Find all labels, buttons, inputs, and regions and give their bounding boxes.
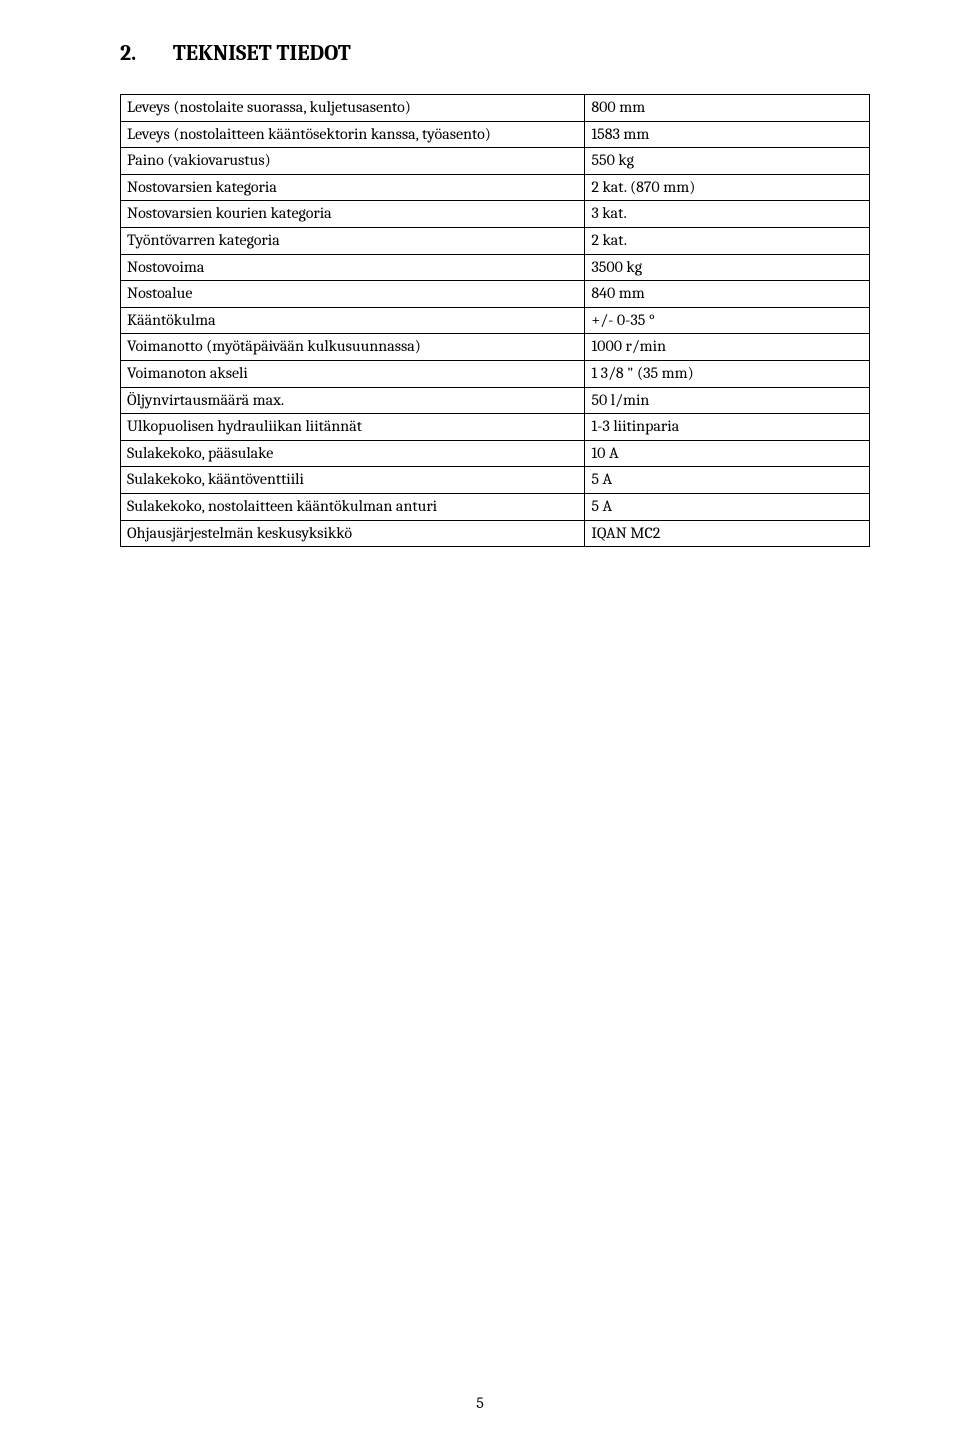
table-row: Ohjausjärjestelmän keskusyksikköIQAN MC2 bbox=[121, 520, 870, 547]
table-row: Sulakekoko, kääntöventtiili5 A bbox=[121, 467, 870, 494]
spec-value: 840 mm bbox=[585, 281, 870, 308]
spec-value: 5 A bbox=[585, 467, 870, 494]
spec-value: 1000 r/min bbox=[585, 334, 870, 361]
spec-label: Paino (vakiovarustus) bbox=[121, 148, 585, 175]
section-number: 2. bbox=[120, 40, 168, 66]
section-heading: 2. TEKNISET TIEDOT bbox=[120, 40, 870, 66]
spec-value: 10 A bbox=[585, 440, 870, 467]
table-row: Voimanoton akseli1 3/8 " (35 mm) bbox=[121, 360, 870, 387]
spec-label: Nostovarsien kategoria bbox=[121, 174, 585, 201]
table-row: Voimanotto (myötäpäivään kulkusuunnassa)… bbox=[121, 334, 870, 361]
spec-value: 550 kg bbox=[585, 148, 870, 175]
spec-value: 3 kat. bbox=[585, 201, 870, 228]
spec-label: Nostovarsien kourien kategoria bbox=[121, 201, 585, 228]
spec-value: 1-3 liitinparia bbox=[585, 414, 870, 441]
table-row: Nostovarsien kourien kategoria3 kat. bbox=[121, 201, 870, 228]
spec-table: Leveys (nostolaite suorassa, kuljetusase… bbox=[120, 94, 870, 547]
spec-label: Työntövarren kategoria bbox=[121, 227, 585, 254]
table-row: Sulakekoko, pääsulake10 A bbox=[121, 440, 870, 467]
table-row: Leveys (nostolaite suorassa, kuljetusase… bbox=[121, 95, 870, 122]
page: 2. TEKNISET TIEDOT Leveys (nostolaite su… bbox=[0, 0, 960, 1452]
table-row: Työntövarren kategoria2 kat. bbox=[121, 227, 870, 254]
spec-label: Nostoalue bbox=[121, 281, 585, 308]
spec-value: 800 mm bbox=[585, 95, 870, 122]
spec-label: Kääntökulma bbox=[121, 307, 585, 334]
spec-label: Sulakekoko, nostolaitteen kääntökulman a… bbox=[121, 493, 585, 520]
table-row: Nostovoima3500 kg bbox=[121, 254, 870, 281]
spec-label: Sulakekoko, kääntöventtiili bbox=[121, 467, 585, 494]
table-row: Leveys (nostolaitteen kääntösektorin kan… bbox=[121, 121, 870, 148]
spec-value: +/- 0-35 ° bbox=[585, 307, 870, 334]
spec-table-body: Leveys (nostolaite suorassa, kuljetusase… bbox=[121, 95, 870, 547]
table-row: Nostoalue840 mm bbox=[121, 281, 870, 308]
spec-value: 2 kat. (870 mm) bbox=[585, 174, 870, 201]
section-title: TEKNISET TIEDOT bbox=[173, 40, 351, 66]
spec-label: Voimanotto (myötäpäivään kulkusuunnassa) bbox=[121, 334, 585, 361]
spec-value: 50 l/min bbox=[585, 387, 870, 414]
table-row: Kääntökulma+/- 0-35 ° bbox=[121, 307, 870, 334]
spec-label: Leveys (nostolaite suorassa, kuljetusase… bbox=[121, 95, 585, 122]
spec-value: 3500 kg bbox=[585, 254, 870, 281]
spec-label: Ohjausjärjestelmän keskusyksikkö bbox=[121, 520, 585, 547]
table-row: Ulkopuolisen hydrauliikan liitännät1-3 l… bbox=[121, 414, 870, 441]
page-number: 5 bbox=[0, 1394, 960, 1412]
spec-label: Voimanoton akseli bbox=[121, 360, 585, 387]
spec-label: Nostovoima bbox=[121, 254, 585, 281]
table-row: Paino (vakiovarustus)550 kg bbox=[121, 148, 870, 175]
spec-label: Ulkopuolisen hydrauliikan liitännät bbox=[121, 414, 585, 441]
spec-value: 1583 mm bbox=[585, 121, 870, 148]
table-row: Öljynvirtausmäärä max.50 l/min bbox=[121, 387, 870, 414]
spec-label: Sulakekoko, pääsulake bbox=[121, 440, 585, 467]
table-row: Nostovarsien kategoria2 kat. (870 mm) bbox=[121, 174, 870, 201]
spec-label: Leveys (nostolaitteen kääntösektorin kan… bbox=[121, 121, 585, 148]
spec-value: 2 kat. bbox=[585, 227, 870, 254]
spec-label: Öljynvirtausmäärä max. bbox=[121, 387, 585, 414]
spec-value: 1 3/8 " (35 mm) bbox=[585, 360, 870, 387]
table-row: Sulakekoko, nostolaitteen kääntökulman a… bbox=[121, 493, 870, 520]
spec-value: IQAN MC2 bbox=[585, 520, 870, 547]
spec-value: 5 A bbox=[585, 493, 870, 520]
